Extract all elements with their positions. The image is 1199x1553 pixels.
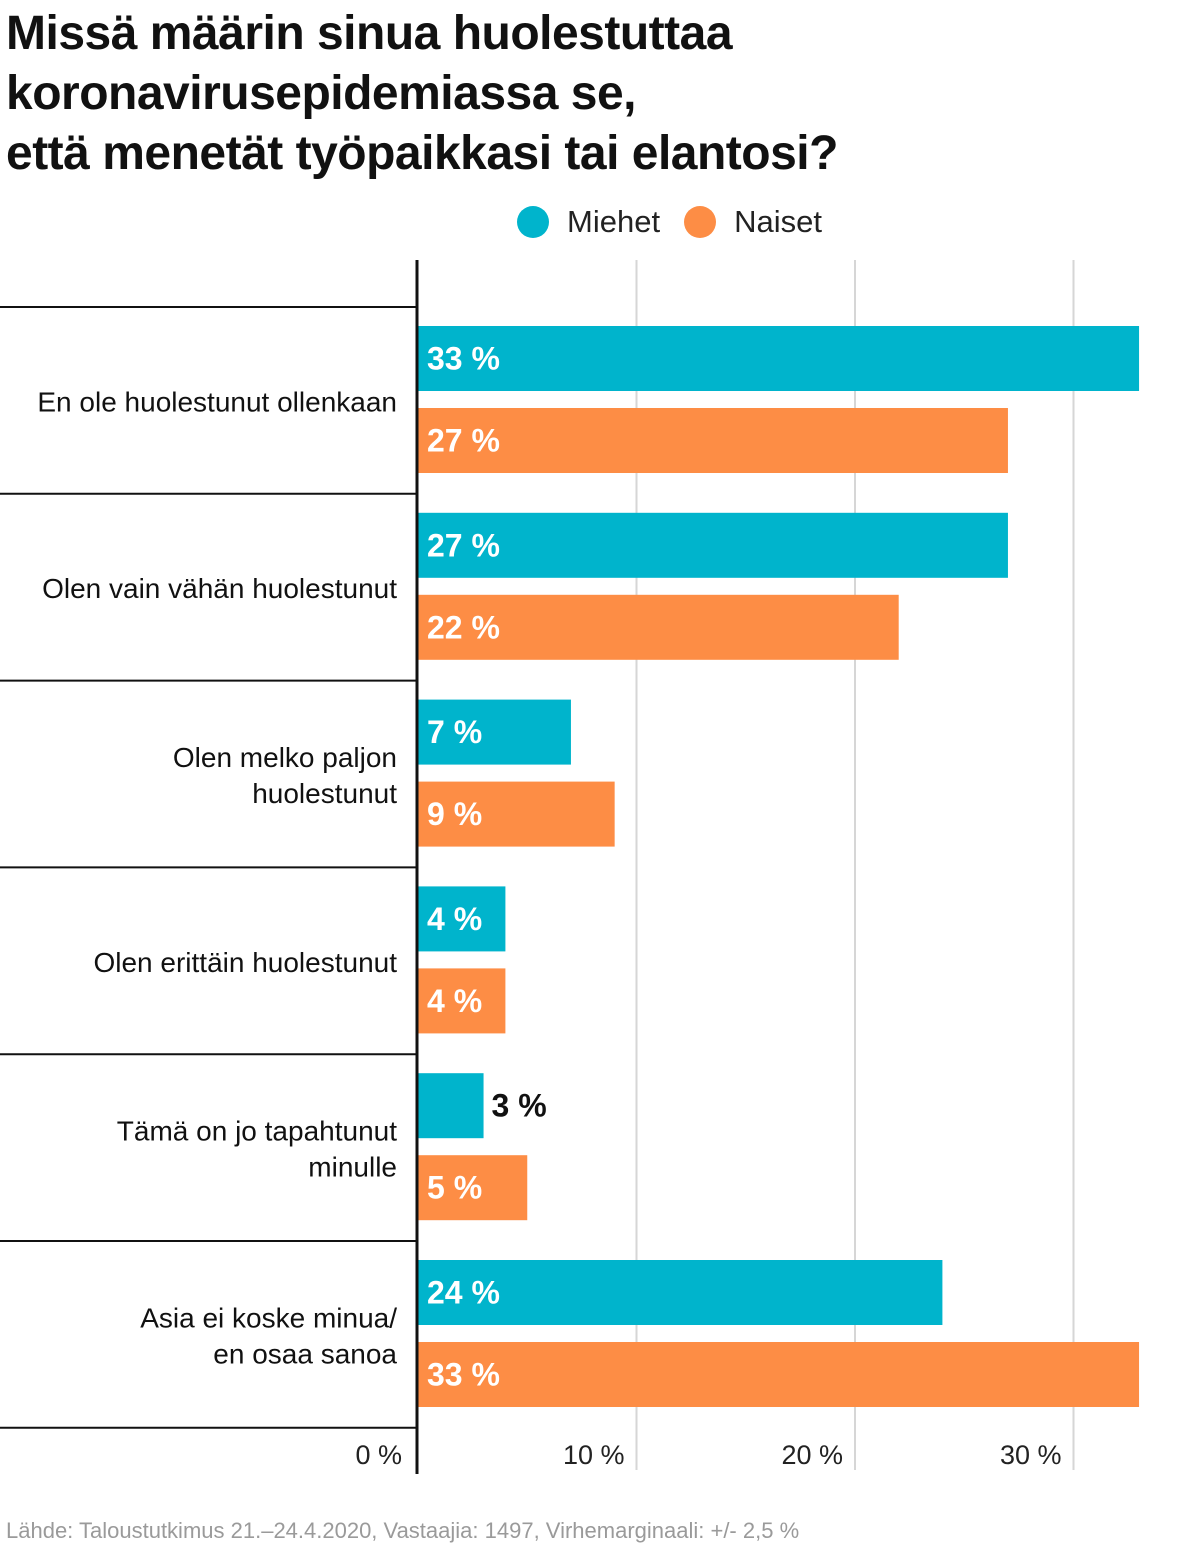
bar-naiset: [418, 968, 506, 1034]
data-label: 27 %: [427, 527, 500, 563]
bar-miehet: [418, 1260, 943, 1325]
bar-naiset: [418, 408, 1008, 473]
data-label: 5 %: [427, 1170, 482, 1206]
x-tick-label: 0 %: [355, 1440, 402, 1470]
data-label: 3 %: [492, 1088, 547, 1124]
category-label: Asia ei koske minua/: [140, 1302, 397, 1333]
legend-swatch-miehet: [517, 206, 550, 238]
legend-item-miehet: Miehet: [517, 204, 660, 240]
bar-naiset: [418, 594, 899, 660]
data-label: 33 %: [427, 341, 500, 377]
category-label: Olen melko paljon: [173, 742, 397, 773]
data-label: 22 %: [427, 609, 500, 645]
chart-title: Missä määrin sinua huolestuttaa koronavi…: [6, 4, 1186, 184]
data-label: 33 %: [427, 1357, 500, 1393]
bar-miehet: [418, 512, 1008, 578]
legend-label-naiset: Naiset: [734, 204, 822, 239]
data-label: 27 %: [427, 423, 500, 459]
x-tick-label: 10 %: [563, 1440, 625, 1470]
bar-naiset: [418, 1155, 528, 1221]
data-label: 4 %: [427, 901, 482, 937]
data-label: 24 %: [427, 1275, 500, 1311]
category-label: Olen vain vähän huolestunut: [42, 573, 397, 604]
category-label: Olen erittäin huolestunut: [93, 947, 397, 978]
category-label: huolestunut: [252, 778, 397, 809]
bar-miehet: [418, 699, 571, 765]
title-line: koronavirusepidemiassa se,: [6, 67, 636, 120]
x-tick-label: 20 %: [781, 1440, 843, 1470]
bar-miehet: [418, 1073, 484, 1139]
legend-item-naiset: Naiset: [684, 204, 822, 240]
bar-miehet: [418, 886, 506, 952]
category-label: Tämä on jo tapahtunut: [117, 1116, 397, 1147]
bar-naiset: [418, 781, 615, 847]
category-label: En ole huolestunut ollenkaan: [37, 386, 397, 417]
title-line: Missä määrin sinua huolestuttaa: [6, 7, 733, 60]
legend-swatch-naiset: [684, 206, 717, 238]
legend-label-miehet: Miehet: [567, 204, 661, 239]
title-line: että menetät työpaikkasi tai elantosi?: [6, 127, 838, 180]
data-label: 7 %: [427, 714, 482, 750]
data-label: 4 %: [427, 983, 482, 1019]
bar-miehet: [418, 326, 1140, 391]
category-label: minulle: [308, 1152, 397, 1183]
data-label: 9 %: [427, 796, 482, 832]
category-label: en osaa sanoa: [213, 1338, 397, 1369]
bar-naiset: [418, 1342, 1140, 1407]
legend: Miehet Naiset: [0, 204, 1199, 240]
x-tick-label: 30 %: [1000, 1440, 1062, 1470]
source-footer: Lähde: Taloustutkimus 21.–24.4.2020, Vas…: [6, 1518, 800, 1543]
